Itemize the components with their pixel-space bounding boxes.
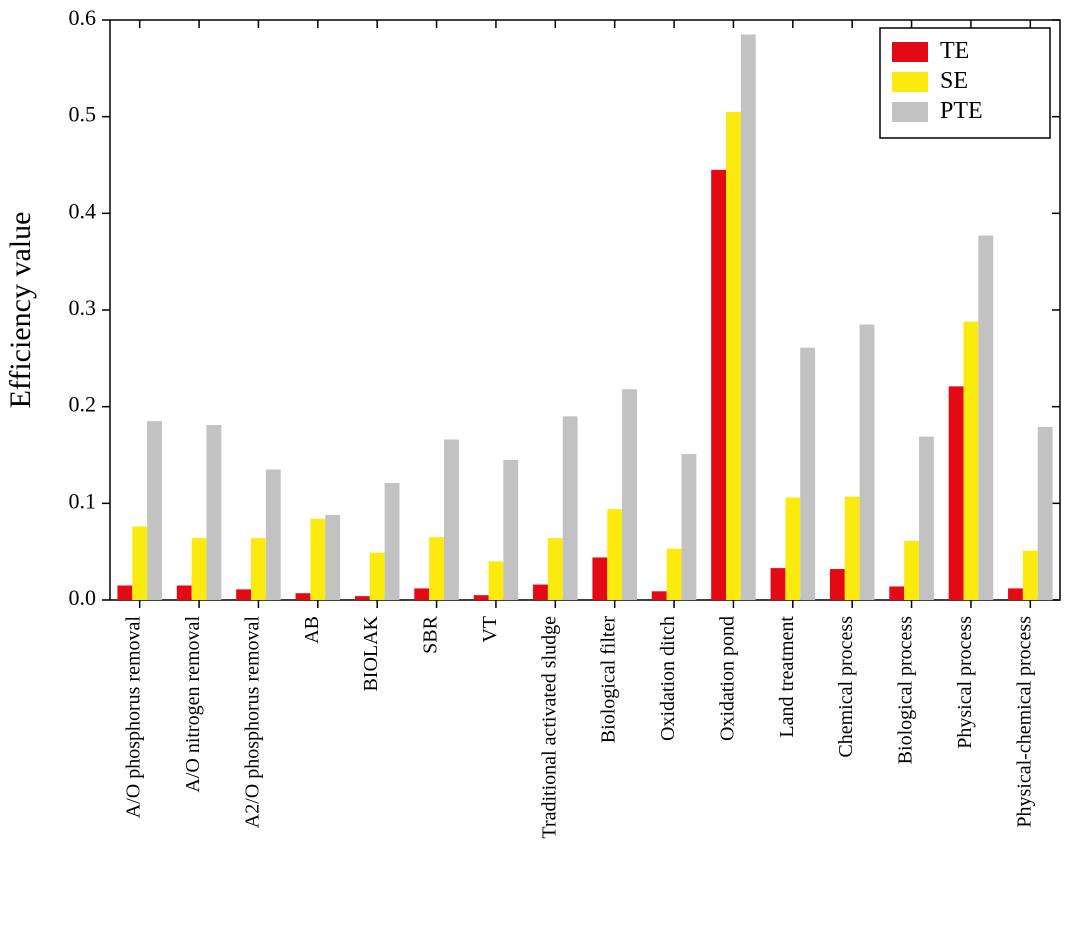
bar-pte bbox=[1038, 427, 1053, 600]
bar-te bbox=[889, 586, 904, 600]
bar-te bbox=[711, 170, 726, 600]
x-tick-label: Traditional activated sludge bbox=[538, 616, 560, 839]
legend-swatch-pte bbox=[892, 102, 928, 122]
y-tick-label: 0.0 bbox=[69, 585, 97, 610]
bar-te bbox=[1008, 588, 1023, 600]
bar-se bbox=[132, 527, 147, 600]
efficiency-bar-chart: 0.0 0.1 0.2 0.3 0.4 0.5 0.6 Efficiency value A/O… bbox=[0, 0, 1080, 926]
bar-pte bbox=[325, 515, 340, 600]
bar-se bbox=[429, 537, 444, 600]
bar-te bbox=[771, 568, 786, 600]
bar-se bbox=[251, 538, 266, 600]
legend-label-te: TE bbox=[940, 38, 969, 64]
bar-pte bbox=[503, 460, 518, 600]
bar-se bbox=[310, 519, 325, 600]
bar-se bbox=[785, 498, 800, 600]
bar-se bbox=[667, 549, 682, 600]
bar-te bbox=[355, 596, 370, 600]
bar-se bbox=[607, 509, 622, 600]
bar-pte bbox=[563, 416, 578, 600]
x-tick-label: Physical process bbox=[954, 616, 976, 749]
x-tick-label: Chemical process bbox=[835, 616, 857, 758]
x-tick-label: VT bbox=[479, 616, 501, 643]
legend-swatch-te bbox=[892, 42, 928, 62]
bar-se bbox=[192, 538, 207, 600]
bar-te bbox=[414, 588, 429, 600]
bar-pte bbox=[206, 425, 221, 600]
bar-pte bbox=[681, 454, 696, 600]
x-tick-label: A2/O phosphorus removal bbox=[241, 616, 263, 829]
x-tick-label: Biological process bbox=[895, 616, 917, 765]
legend-swatch-se bbox=[892, 72, 928, 92]
x-tick-label: SBR bbox=[420, 615, 442, 653]
bar-pte bbox=[147, 421, 162, 600]
x-tick-label: Land treatment bbox=[776, 616, 798, 738]
bar-te bbox=[830, 569, 845, 600]
legend-label-pte: PTE bbox=[940, 98, 983, 124]
x-tick-label: BIOLAK bbox=[360, 615, 382, 691]
x-tick-label: A/O nitrogen removal bbox=[182, 616, 204, 793]
bar-te bbox=[236, 589, 251, 600]
y-tick-label: 0.4 bbox=[69, 198, 97, 223]
bar-se bbox=[845, 497, 860, 600]
bar-pte bbox=[741, 35, 756, 601]
bar-te bbox=[592, 557, 607, 600]
bar-te bbox=[296, 593, 311, 600]
bar-se bbox=[370, 553, 385, 600]
bar-se bbox=[489, 561, 504, 600]
legend-label-se: SE bbox=[940, 68, 968, 94]
x-tick-label: Oxidation ditch bbox=[657, 616, 679, 741]
bar-te bbox=[177, 586, 192, 601]
bar-se bbox=[904, 541, 919, 600]
bar-se bbox=[1023, 551, 1038, 600]
y-axis-label: Efficiency value bbox=[4, 212, 37, 409]
x-tick-label: A/O phosphorus removal bbox=[123, 616, 145, 819]
x-tick-label: Oxidation pond bbox=[716, 616, 738, 741]
bar-te bbox=[652, 591, 667, 600]
bar-se bbox=[726, 112, 741, 600]
bar-te bbox=[117, 586, 132, 601]
y-tick-label: 0.2 bbox=[69, 392, 97, 417]
bar-pte bbox=[622, 389, 637, 600]
bar-te bbox=[949, 386, 964, 600]
bar-se bbox=[548, 538, 563, 600]
y-tick-label: 0.5 bbox=[69, 102, 97, 127]
chart-svg: 0.0 0.1 0.2 0.3 0.4 0.5 0.6 Efficiency value A/O… bbox=[0, 0, 1080, 926]
x-tick-label: Physical-chemical process bbox=[1013, 616, 1035, 828]
bar-se bbox=[964, 322, 979, 600]
bar-te bbox=[533, 585, 548, 600]
x-tick-label: Biological filter bbox=[598, 616, 620, 744]
bar-pte bbox=[978, 236, 993, 600]
bar-pte bbox=[385, 483, 400, 600]
bar-pte bbox=[266, 470, 281, 601]
bar-pte bbox=[860, 325, 875, 601]
bar-pte bbox=[919, 437, 934, 600]
x-tick-label: AB bbox=[301, 616, 323, 644]
bar-pte bbox=[444, 440, 459, 600]
bar-te bbox=[474, 595, 489, 600]
y-tick-label: 0.6 bbox=[69, 5, 97, 30]
y-tick-label: 0.1 bbox=[69, 488, 97, 513]
bar-pte bbox=[800, 348, 815, 600]
y-tick-label: 0.3 bbox=[69, 295, 97, 320]
